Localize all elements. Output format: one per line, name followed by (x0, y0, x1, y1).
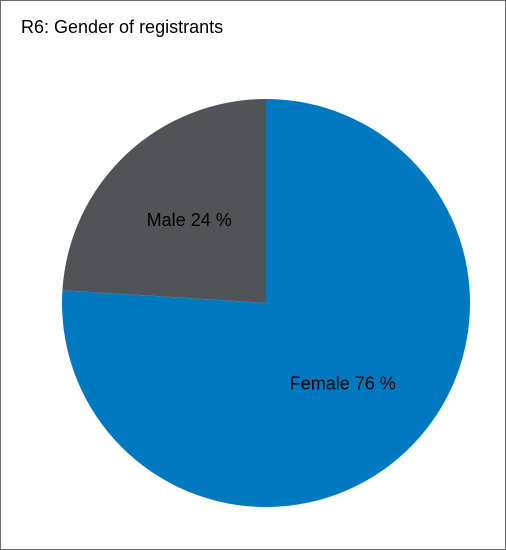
pie-slice-male (62, 99, 267, 303)
pie-label-male: Male 24 % (147, 210, 232, 230)
pie-slice-female (61, 99, 470, 508)
chart-title: R6: Gender of registrants (21, 17, 224, 37)
pie-label-female: Female 76 % (290, 374, 396, 394)
